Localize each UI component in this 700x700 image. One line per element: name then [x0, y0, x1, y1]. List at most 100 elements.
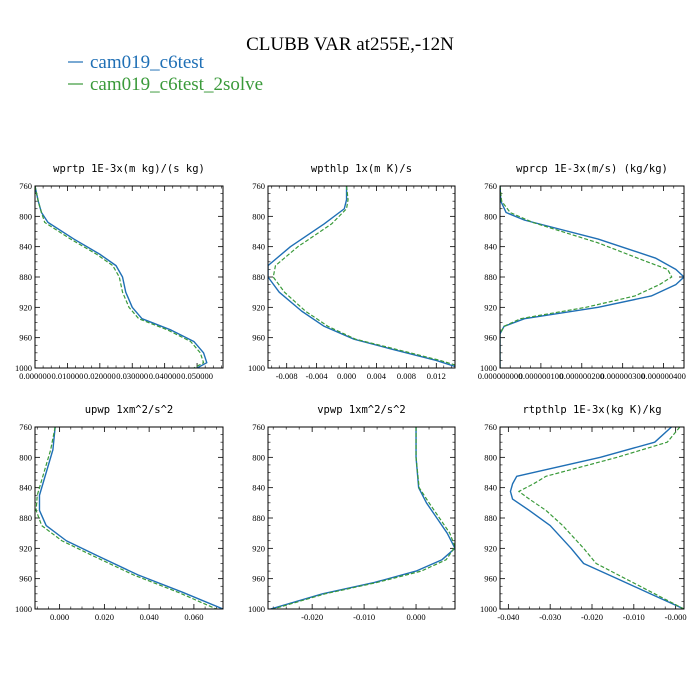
x-tick-label: 0.000: [337, 371, 356, 381]
plot-frame: [34, 185, 224, 369]
y-tick-label: 880: [19, 272, 32, 282]
series-line-1: [35, 186, 208, 368]
x-tick-label: 0.050000: [181, 371, 213, 381]
y-tick-label: 920: [484, 543, 497, 553]
y-tick-label: 800: [19, 211, 32, 221]
x-tick-label: 0.008: [397, 371, 416, 381]
panel-5: vpwp 1xm^2/s^2 760 800 840 880 920 960 1000 -0.0…: [248, 404, 456, 622]
y-tick-label: 880: [252, 272, 265, 282]
panel-title: rtpthlp 1E-3x(kg K)/kg: [522, 404, 661, 416]
y-tick-label: 960: [252, 333, 265, 343]
y-tick-label: 920: [19, 302, 32, 312]
panels: wprtp 1E-3x(m kg)/(s kg) 760 800 840 880 920 9…: [15, 163, 687, 622]
panel-title: upwp 1xm^2/s^2: [85, 404, 174, 416]
legend-label-1: cam019_c6test: [90, 52, 205, 73]
y-tick-label: 1000: [15, 604, 32, 614]
series-line-1: [500, 186, 684, 368]
y-tick-label: 800: [252, 211, 265, 221]
panel-3: wprcp 1E-3x(m/s) (kg/kg) 760 800 840 880 920 9…: [478, 163, 686, 381]
series-group: [500, 186, 684, 368]
series-group: [509, 427, 684, 609]
x-tick-label: -0.040: [497, 612, 519, 622]
figure-title: CLUBB VAR at255E,-12N: [246, 34, 454, 55]
panel-title: vpwp 1xm^2/s^2: [317, 404, 406, 416]
figure-legend: cam019_c6test cam019_c6test_2solve: [68, 52, 263, 95]
series-line-1: [38, 427, 223, 609]
y-tick-label: 840: [484, 242, 497, 252]
x-tick-label: 0.000000400: [641, 371, 686, 381]
y-tick-label: 840: [252, 483, 265, 493]
y-tick-label: 960: [19, 574, 32, 584]
x-tick-label: 0.000: [50, 612, 69, 622]
plot-frame: [499, 426, 685, 610]
y-tick-label: 840: [19, 242, 32, 252]
x-tick-label: -0.000: [665, 612, 687, 622]
panel-6: rtpthlp 1E-3x(kg K)/kg 760 800 840 880 920 960…: [480, 404, 687, 622]
series-group: [270, 427, 455, 609]
series-group: [35, 186, 208, 368]
series-group: [268, 186, 455, 368]
y-tick-label: 1000: [248, 604, 265, 614]
y-tick-label: 760: [252, 422, 265, 432]
y-tick-label: 1000: [248, 363, 265, 373]
y-tick-label: 920: [252, 302, 265, 312]
x-tick-label: 0.000000300: [600, 371, 645, 381]
panel-1: wprtp 1E-3x(m kg)/(s kg) 760 800 840 880 920 9…: [15, 163, 224, 381]
x-tick-label: 0.030000: [116, 371, 148, 381]
x-tick-label: 0.004: [367, 371, 387, 381]
panel-2: wpthlp 1x(m K)/s 760 800 840 880 920 960 1000 -0…: [248, 163, 456, 381]
x-tick-label: 0.000000200: [559, 371, 604, 381]
x-tick-label: 0.000: [406, 612, 425, 622]
panel-title: wprtp 1E-3x(m kg)/(s kg): [53, 163, 205, 175]
x-tick-label: 0.010000: [51, 371, 83, 381]
y-tick-label: 880: [484, 513, 497, 523]
plot-frame: [267, 185, 456, 369]
panel-title: wprcp 1E-3x(m/s) (kg/kg): [516, 163, 668, 175]
y-tick-label: 920: [252, 543, 265, 553]
series-line-2: [500, 186, 673, 368]
series-group: [35, 427, 223, 609]
series-line-1: [268, 186, 455, 368]
plot-frame: [267, 426, 456, 610]
y-tick-label: 800: [484, 211, 497, 221]
series-line-2: [272, 186, 455, 366]
y-tick-label: 800: [19, 452, 32, 462]
y-tick-label: 760: [252, 181, 265, 191]
y-tick-label: 960: [252, 574, 265, 584]
y-tick-label: 760: [19, 181, 32, 191]
y-tick-label: 1000: [480, 604, 497, 614]
plot-frame: [34, 426, 224, 610]
x-tick-label: 0.060: [184, 612, 203, 622]
x-tick-label: 0.000000000: [478, 371, 523, 381]
x-tick-label: 0.012: [427, 371, 446, 381]
series-line-2: [518, 427, 684, 609]
y-tick-label: 1000: [480, 363, 497, 373]
y-tick-label: 800: [484, 452, 497, 462]
series-line-1: [270, 427, 455, 609]
series-line-1: [509, 427, 684, 609]
y-tick-label: 760: [19, 422, 32, 432]
y-tick-label: 840: [19, 483, 32, 493]
y-tick-label: 960: [19, 333, 32, 343]
x-tick-label: -0.004: [306, 371, 329, 381]
x-tick-label: 0.020: [95, 612, 114, 622]
x-tick-label: -0.010: [353, 612, 375, 622]
x-tick-label: 0.000000: [19, 371, 51, 381]
y-tick-label: 760: [484, 422, 497, 432]
series-line-2: [273, 427, 455, 609]
plot-frame: [499, 185, 685, 369]
x-tick-label: -0.020: [581, 612, 603, 622]
y-tick-label: 920: [19, 543, 32, 553]
y-tick-label: 800: [252, 452, 265, 462]
x-tick-label: 0.000000100: [519, 371, 564, 381]
x-tick-label: 0.040: [140, 612, 159, 622]
y-tick-label: 960: [484, 333, 497, 343]
series-line-2: [35, 186, 205, 368]
y-tick-label: 880: [252, 513, 265, 523]
series-line-2: [35, 427, 217, 609]
panel-title: wpthlp 1x(m K)/s: [311, 163, 412, 175]
y-tick-label: 880: [484, 272, 497, 282]
x-tick-label: 0.040000: [149, 371, 181, 381]
y-tick-label: 920: [484, 302, 497, 312]
